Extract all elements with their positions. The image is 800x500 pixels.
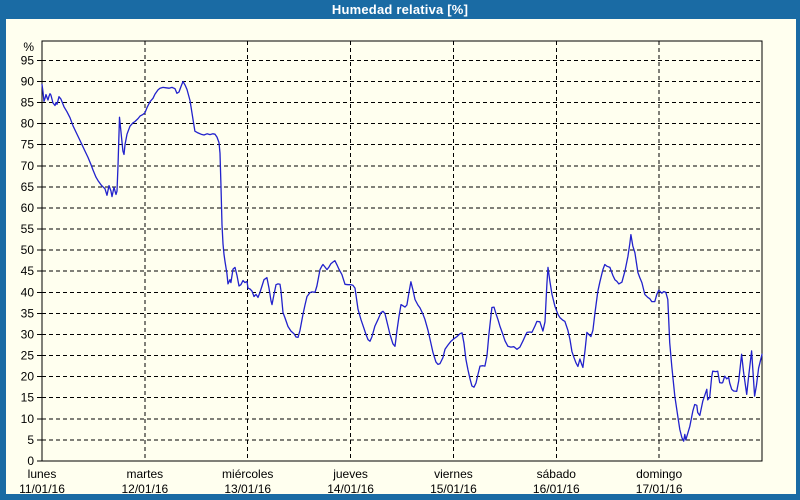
x-day-label: jueves [332, 467, 368, 481]
x-date-label: 15/01/16 [430, 482, 477, 494]
x-day-label: sábado [537, 467, 577, 481]
x-date-label: 14/01/16 [327, 482, 374, 494]
x-day-label: lunes [28, 467, 57, 481]
y-tick-label: 35 [21, 306, 35, 320]
window-title: Humedad relativa [%] [331, 2, 469, 17]
humidity-line-chart: 0 5 10 15 20 25 30 35 40 45 50 55 60 65 70 75 80 85 90 95% l… [19, 40, 763, 494]
x-date-label: 16/01/16 [533, 482, 580, 494]
y-tick-label: 30 [21, 327, 35, 341]
y-tick-label: 5 [27, 433, 34, 447]
y-tick-label: 20 [21, 370, 35, 384]
x-date-label: 12/01/16 [121, 482, 168, 494]
x-day-label: viernes [434, 467, 473, 481]
y-axis-unit-label: % [23, 40, 34, 54]
y-tick-label: 95 [21, 53, 35, 67]
y-tick-label: 40 [21, 285, 35, 299]
plot-border [41, 40, 763, 462]
x-date-label: 11/01/16 [19, 482, 65, 494]
x-date-label: 17/01/16 [636, 482, 683, 494]
y-tick-label: 65 [21, 180, 35, 194]
y-tick-label: 0 [27, 454, 34, 468]
chart-area: 0 5 10 15 20 25 30 35 40 45 50 55 60 65 70 75 80 85 90 95% l… [6, 19, 796, 494]
y-tick-label: 90 [21, 74, 35, 88]
x-date-label: 13/01/16 [224, 482, 271, 494]
y-tick-label: 60 [21, 201, 35, 215]
y-tick-label: 85 [21, 96, 35, 110]
y-tick-label: 70 [21, 159, 35, 173]
y-tick-label: 50 [21, 243, 35, 257]
y-tick-label: 10 [21, 412, 35, 426]
title-bar: Humedad relativa [%] [0, 0, 800, 19]
y-tick-label: 45 [21, 264, 35, 278]
y-tick-label: 80 [21, 117, 35, 131]
x-day-label: miércoles [222, 467, 273, 481]
y-tick-label: 25 [21, 349, 35, 363]
x-day-label: domingo [636, 467, 682, 481]
y-tick-label: 15 [21, 391, 35, 405]
x-day-label: martes [127, 467, 164, 481]
y-tick-label: 75 [21, 138, 35, 152]
humidity-series-line [41, 80, 763, 442]
y-tick-label: 55 [21, 222, 35, 236]
